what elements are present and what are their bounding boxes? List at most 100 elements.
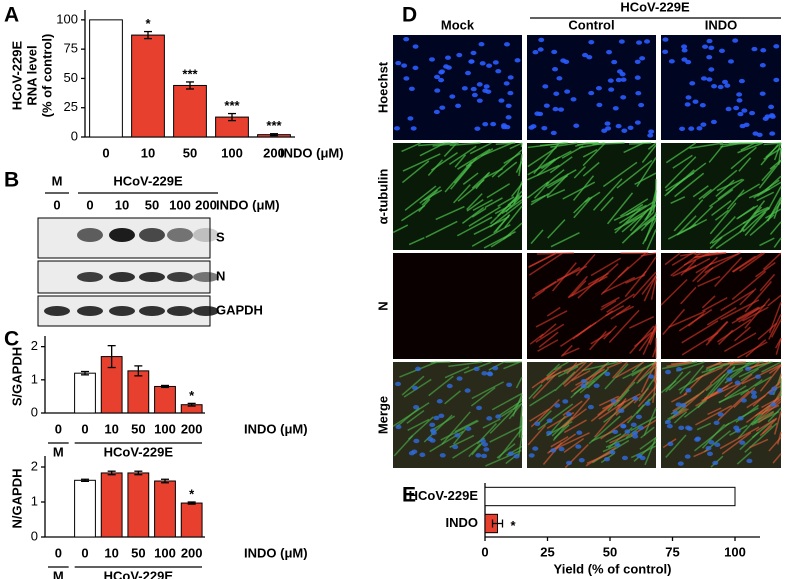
- error-bar: [134, 470, 143, 476]
- nucleus: [712, 460, 719, 466]
- nucleus: [438, 77, 445, 83]
- nucleus: [681, 44, 688, 49]
- fiber: [767, 186, 782, 211]
- fiber: [640, 214, 657, 232]
- nucleus: [586, 54, 593, 60]
- nucleus: [601, 128, 608, 133]
- nucleus: [532, 446, 539, 451]
- fiber: [597, 395, 622, 416]
- x-tick-label: 50: [603, 544, 617, 559]
- y-tick-label: 50: [64, 70, 78, 85]
- fiber: [466, 198, 484, 212]
- nucleus: [455, 103, 462, 109]
- fiber: [562, 361, 587, 386]
- fiber: [737, 142, 764, 154]
- fiber: [773, 237, 782, 248]
- fiber: [579, 380, 596, 394]
- micrograph: [393, 253, 522, 359]
- fiber: [755, 261, 776, 278]
- fiber: [637, 361, 657, 382]
- nucleus: [746, 458, 753, 464]
- nucleus: [413, 438, 420, 444]
- fiber: [532, 374, 556, 399]
- fiber: [615, 398, 636, 416]
- fiber: [457, 179, 485, 202]
- nucleus: [620, 95, 627, 100]
- error-bar: [187, 402, 196, 407]
- nucleus: [395, 424, 402, 430]
- bar: [173, 84, 207, 138]
- nucleus: [449, 94, 456, 99]
- nucleus: [636, 453, 643, 459]
- nucleus: [439, 105, 446, 110]
- fiber: [661, 361, 698, 370]
- micrograph: [661, 35, 781, 140]
- nucleus: [756, 132, 763, 138]
- fiber: [668, 310, 706, 329]
- fiber: [592, 178, 623, 211]
- nucleus: [732, 38, 739, 43]
- nucleus: [621, 128, 628, 133]
- fiber: [407, 416, 434, 440]
- fiber: [605, 305, 625, 317]
- nucleus: [632, 434, 639, 439]
- micrograph: [392, 142, 523, 250]
- x-tick-label: 75: [665, 544, 679, 559]
- fiber: [740, 368, 759, 382]
- fiber: [762, 252, 782, 270]
- nucleus: [428, 57, 435, 62]
- fiber: [550, 435, 569, 448]
- fiber: [702, 169, 738, 199]
- nucleus: [689, 81, 696, 86]
- nucleus: [588, 39, 595, 45]
- nucleus: [412, 385, 419, 391]
- fiber: [419, 186, 442, 204]
- fiber: [482, 418, 501, 429]
- nucleus: [679, 126, 686, 131]
- x-tick-label: 10: [104, 421, 118, 436]
- fiber: [572, 324, 592, 340]
- nucleus: [677, 461, 684, 466]
- nucleus: [565, 460, 572, 466]
- fiber: [491, 149, 523, 178]
- nucleus: [461, 86, 468, 91]
- x-tick-label: 100: [154, 545, 176, 560]
- fiber: [721, 432, 752, 455]
- fiber: [404, 185, 437, 211]
- fiber: [720, 289, 754, 312]
- row-label: Hoechst: [375, 61, 390, 113]
- nucleus: [475, 453, 482, 458]
- nucleus: [580, 379, 587, 384]
- fiber: [441, 411, 471, 445]
- fiber: [641, 275, 657, 295]
- nucleus: [630, 422, 637, 428]
- fiber: [578, 142, 605, 149]
- nucleus: [465, 426, 472, 431]
- fiber: [571, 369, 591, 382]
- error-bar: [270, 133, 278, 137]
- fiber: [408, 236, 425, 246]
- fiber: [613, 389, 630, 407]
- category-label: INDO: [446, 515, 479, 530]
- fiber: [729, 361, 751, 378]
- nucleus: [716, 388, 723, 393]
- micrograph: [527, 35, 656, 140]
- nucleus: [481, 453, 488, 459]
- fiber: [671, 361, 693, 365]
- fiber: [739, 252, 766, 272]
- fiber: [589, 330, 607, 351]
- fiber: [709, 188, 734, 208]
- fiber: [535, 310, 568, 328]
- nucleus: [705, 445, 712, 451]
- x-tick-label: 50: [183, 145, 197, 160]
- y-tick-label: 100: [56, 11, 78, 26]
- bar: [154, 385, 176, 414]
- fiber: [733, 387, 756, 408]
- nucleus: [429, 422, 436, 428]
- fiber: [534, 280, 557, 296]
- fiber: [428, 375, 454, 397]
- nucleus: [618, 39, 625, 44]
- fiber: [563, 437, 585, 453]
- group-label: HCoV-229E: [113, 173, 183, 188]
- nucleus: [751, 46, 758, 52]
